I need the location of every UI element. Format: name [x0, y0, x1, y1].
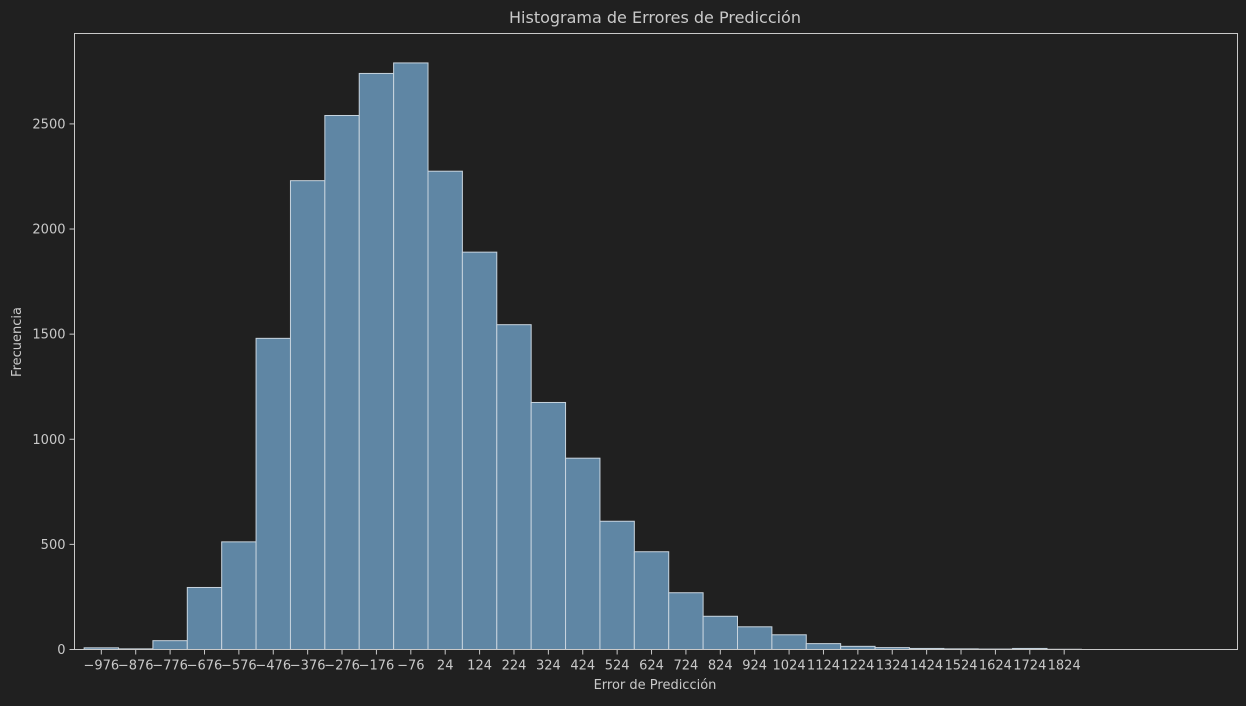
x-tick-label-3: −676	[187, 659, 223, 674]
histogram-bar-2	[153, 641, 187, 650]
histogram-bar-18	[703, 616, 737, 649]
x-tick-label-13: 324	[536, 659, 561, 674]
histogram-bar-6	[290, 181, 324, 650]
x-tick-label-16: 624	[639, 659, 664, 674]
histogram-bar-3	[187, 587, 221, 649]
histogram-bar-10	[428, 171, 462, 649]
x-tick-label-19: 924	[742, 659, 767, 674]
histogram-bar-12	[497, 325, 531, 650]
x-axis-label: Error de Predicción	[594, 678, 717, 693]
x-tick-label-20: 1024	[773, 659, 806, 674]
histogram-bar-5	[256, 338, 290, 649]
x-tick-label-28: 1824	[1048, 659, 1081, 674]
x-tick-label-15: 524	[605, 659, 630, 674]
y-tick-label-5: 2500	[32, 117, 65, 132]
x-tick-label-24: 1424	[910, 659, 943, 674]
x-tick-label-1: −876	[118, 659, 154, 674]
x-tick-label-6: −376	[290, 659, 326, 674]
chart-title: Histograma de Errores de Predicción	[509, 8, 801, 27]
x-tick-label-23: 1324	[876, 659, 909, 674]
y-tick-label-3: 1500	[32, 328, 65, 343]
x-tick-label-0: −976	[83, 659, 119, 674]
x-tick-label-10: 24	[437, 659, 454, 674]
x-tick-label-27: 1724	[1013, 659, 1046, 674]
x-tick-label-7: −276	[324, 659, 360, 674]
x-tick-label-12: 224	[502, 659, 527, 674]
histogram-bar-14	[566, 458, 600, 649]
histogram-bar-15	[600, 521, 634, 649]
histogram-bar-9	[394, 63, 428, 650]
x-tick-label-21: 1124	[807, 659, 840, 674]
histogram-bar-20	[772, 635, 806, 650]
x-tick-label-26: 1624	[979, 659, 1012, 674]
x-tick-label-25: 1524	[944, 659, 977, 674]
histogram-bar-11	[462, 252, 496, 649]
histogram-bar-13	[531, 402, 565, 649]
x-tick-label-5: −476	[255, 659, 291, 674]
y-axis-label: Frecuencia	[10, 307, 25, 377]
x-tick-label-17: 724	[674, 659, 699, 674]
x-tick-label-4: −576	[221, 659, 257, 674]
histogram-bar-16	[634, 552, 668, 650]
x-tick-label-2: −776	[152, 659, 188, 674]
y-tick-label-2: 1000	[32, 433, 65, 448]
histogram-bar-4	[222, 542, 256, 650]
x-tick-label-9: −76	[397, 659, 424, 674]
x-tick-label-14: 424	[570, 659, 595, 674]
x-tick-label-11: 124	[467, 659, 492, 674]
bars-layer	[84, 63, 1081, 650]
histogram-bar-17	[669, 593, 703, 650]
histogram-bar-19	[737, 627, 771, 650]
histogram-bar-7	[325, 115, 359, 649]
x-tick-label-8: −176	[359, 659, 395, 674]
histogram-bar-8	[359, 73, 393, 649]
histogram-bar-21	[806, 644, 840, 650]
y-tick-label-4: 2000	[32, 223, 65, 238]
x-tick-label-18: 824	[708, 659, 733, 674]
y-tick-label-0: 0	[57, 643, 65, 658]
y-tick-label-1: 500	[41, 538, 66, 553]
x-tick-label-22: 1224	[841, 659, 874, 674]
